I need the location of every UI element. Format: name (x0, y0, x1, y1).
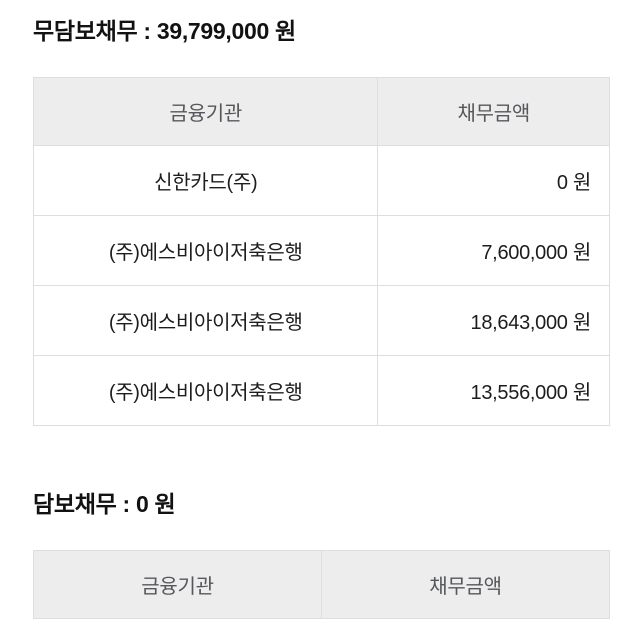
secured-debt-title: 담보채무 : 0 원 (33, 491, 176, 517)
amount-column-header: 채무금액 (321, 550, 610, 619)
unsecured-table-header-row: 금융기관 채무금액 (32, 77, 610, 146)
institution-cell: (주)에스비아이저축은행 (32, 355, 379, 426)
unsecured-debt-title: 무담보채무 : 39,799,000 원 (33, 18, 296, 44)
institution-cell: (주)에스비아이저축은행 (32, 285, 379, 356)
secured-debt-section: 담보채무 : 0 원 금융기관 채무금액 (33, 488, 610, 619)
amount-cell: 0 원 (377, 145, 610, 216)
unsecured-table-body: 신한카드(주) 0 원 (주)에스비아이저축은행 7,600,000 원 (주)… (32, 145, 610, 426)
institution-column-header: 금융기관 (32, 77, 379, 146)
institution-cell: 신한카드(주) (32, 145, 379, 216)
unsecured-debt-table: 금융기관 채무금액 신한카드(주) 0 원 (주)에스비아이저축은행 7,600… (32, 77, 610, 426)
table-row: 신한카드(주) 0 원 (32, 145, 610, 216)
secured-debt-table: 금융기관 채무금액 (33, 550, 610, 619)
amount-cell: 18,643,000 원 (377, 285, 610, 356)
amount-cell: 7,600,000 원 (377, 215, 610, 286)
table-row: (주)에스비아이저축은행 7,600,000 원 (32, 215, 610, 286)
secured-table-header-row: 금융기관 채무금액 (33, 550, 610, 619)
institution-cell: (주)에스비아이저축은행 (32, 215, 379, 286)
amount-cell: 13,556,000 원 (377, 355, 610, 426)
debt-report-page: 무담보채무 : 39,799,000 원 금융기관 채무금액 신한카드(주) 0… (32, 15, 610, 619)
amount-column-header: 채무금액 (377, 77, 610, 146)
institution-column-header: 금융기관 (33, 550, 322, 619)
unsecured-debt-section: 무담보채무 : 39,799,000 원 금융기관 채무금액 신한카드(주) 0… (32, 15, 610, 426)
table-row: (주)에스비아이저축은행 18,643,000 원 (32, 285, 610, 356)
table-row: (주)에스비아이저축은행 13,556,000 원 (32, 355, 610, 426)
